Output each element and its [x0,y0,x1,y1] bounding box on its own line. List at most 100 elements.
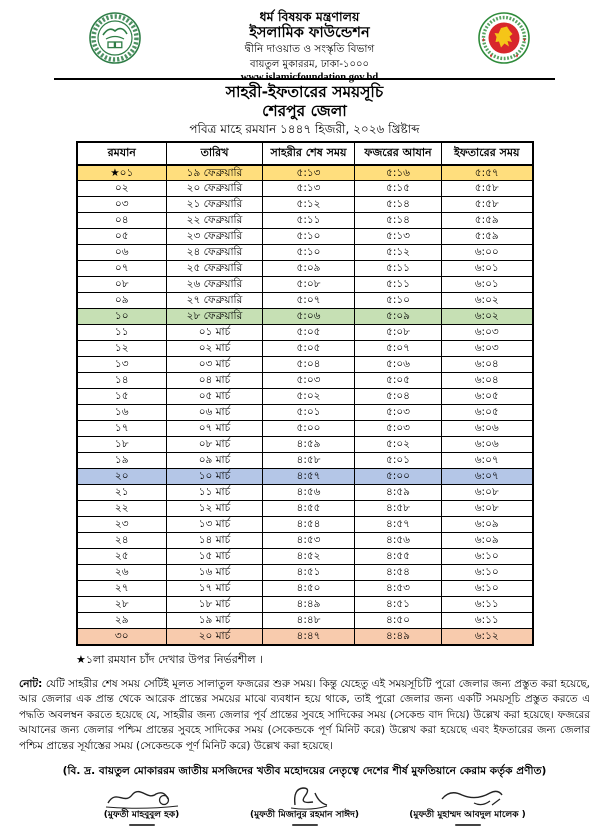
date-cell: ০৩ মার্চ [166,356,263,374]
note-paragraph: নোট: যেটি সাহরীর শেষ সময় সেটিই মূলত সাল… [19,677,590,755]
date-cell: ১২ মার্চ [166,500,263,518]
date-cell: ২৩ ফেব্রুয়ারি [166,228,263,246]
date-cell: ২২ ফেব্রুয়ারি [166,212,263,230]
ramadan-day-cell: ১৪ [76,372,167,390]
ramadan-day-cell: ২৫ [76,548,167,566]
iftar-time-cell: ৬:০৮ [441,484,533,502]
fajr-azan-time-cell: ৪:৪৯ [354,628,442,646]
ramadan-day-cell: ০৩ [76,196,167,214]
iftar-time-cell: ৫:৫৯ [441,212,533,230]
table-row: ২৫ ১৫ মার্চ ৪:৫২ ৪:৫৫ ৬:১০ [76,548,533,566]
table-row: ২০ ১০ মার্চ ৪:৫৭ ৫:০০ ৬:০৭ [76,468,533,486]
sehri-end-time-cell: ৫:০৫ [262,324,355,342]
ramadan-day-cell: ২১ [76,484,167,502]
col-header-iftar-time: ইফতারের সময় [441,141,533,166]
date-cell: ১১ মার্চ [166,484,263,502]
fajr-azan-time-cell: ৪:৫৮ [354,500,442,518]
date-cell: ০৭ মার্চ [166,420,263,438]
col-header-date: তারিখ [166,141,263,166]
fajr-azan-time-cell: ৫:০৯ [354,308,442,326]
date-cell: ১৮ মার্চ [166,596,263,614]
signature-smudge [454,823,481,826]
iftar-time-cell: ৬:০৫ [441,388,533,406]
sehri-end-time-cell: ৫:১১ [262,212,355,230]
ramadan-day-cell: ৩০ [76,628,167,646]
iftar-time-cell: ৬:০২ [441,308,533,326]
iftar-time-cell: ৬:০৫ [441,404,533,422]
sehri-end-time-cell: ৫:১০ [262,244,355,262]
table-row: ০৯ ২৭ ফেব্রুয়ারি ৫:০৭ ৫:১০ ৬:০২ [76,292,533,310]
sehri-end-time-cell: ৪:৫৯ [262,436,355,454]
table-row: ১৪ ০৪ মার্চ ৫:০৩ ৫:০৫ ৬:০৪ [76,372,533,390]
ramadan-day-cell: ২৮ [76,596,167,614]
table-row: ০৮ ২৬ ফেব্রুয়ারি ৫:০৮ ৫:১১ ৬:০১ [76,276,533,294]
sehri-end-time-cell: ৫:০৬ [262,308,355,326]
date-cell: ১৩ মার্চ [166,516,263,534]
date-cell: ০২ মার্চ [166,340,263,358]
fajr-azan-time-cell: ৪:৫১ [354,596,442,614]
ramadan-day-cell: ১৫ [76,388,167,406]
table-row: ২২ ১২ মার্চ ৪:৫৫ ৪:৫৮ ৬:০৮ [76,500,533,518]
ramadan-day-cell: ১১ [76,324,167,342]
table-row: ১১ ০১ মার্চ ৫:০৫ ৫:০৮ ৬:০৩ [76,324,533,342]
fajr-azan-time-cell: ৪:৫৯ [354,484,442,502]
date-cell: ১৫ মার্চ [166,548,263,566]
letterhead: ধর্ম বিষয়ক মন্ত্রণালয় ইসলামিক ফাউন্ডেশ… [0,6,609,83]
ramadan-day-cell: ২৬ [76,564,167,582]
table-row: ০২ ২০ ফেব্রুয়ারি ৫:১৩ ৫:১৫ ৫:৫৮ [76,180,533,198]
date-cell: ২০ মার্চ [166,628,263,646]
table-row: ৩০ ২০ মার্চ ৪:৪৭ ৪:৪৯ ৬:১২ [76,628,533,646]
iftar-time-cell: ৬:১০ [441,564,533,582]
date-cell: ২১ ফেব্রুয়ারি [166,196,263,214]
iftar-time-cell: ৬:০৪ [441,356,533,374]
ramadan-day-cell: ২২ [76,500,167,518]
sehri-end-time-cell: ৫:১৩ [262,164,355,182]
ramadan-day-cell: ১০ [76,308,167,326]
iftar-time-cell: ৬:০৩ [441,340,533,358]
iftar-time-cell: ৬:০৪ [441,372,533,390]
website-url: www.islamicfoundation.gov.bd [240,71,379,83]
sehri-end-time-cell: ৪:৫৭ [262,468,355,486]
date-cell: ২৫ ফেব্রুয়ারি [166,260,263,278]
district-title: শেরপুর জেলা [262,101,347,120]
islamic-foundation-logo [89,12,141,64]
sehri-end-time-cell: ৫:০৭ [262,292,355,310]
sehri-end-time-cell: ৫:০৪ [262,356,355,374]
signature-smudge [291,823,318,826]
fajr-azan-time-cell: ৪:৫০ [354,612,442,630]
ramadan-day-cell: ১৭ [76,420,167,438]
ramadan-day-cell: ২৭ [76,580,167,598]
date-cell: ২৪ ফেব্রুয়ারি [166,244,263,262]
date-cell: ০৪ মার্চ [166,372,263,390]
table-row: ১৮ ০৮ মার্চ ৪:৫৯ ৫:০২ ৬:০৬ [76,436,533,454]
moon-sighting-footnote: ★১লা রমযান চাঁদ দেখার উপর নির্ভরশীল । [76,652,264,666]
note-body: যেটি সাহরীর শেষ সময় সেটিই মূলত সালাতুল … [19,677,590,752]
iftar-time-cell: ৬:১০ [441,548,533,566]
iftar-time-cell: ৬:০৬ [441,420,533,438]
ramadan-day-cell: ১২ [76,340,167,358]
iftar-time-cell: ৬:০৭ [441,468,533,486]
iftar-time-cell: ৬:০১ [441,276,533,294]
sehri-end-time-cell: ৫:০০ [262,420,355,438]
sehri-end-time-cell: ৪:৫৩ [262,532,355,550]
fajr-azan-time-cell: ৫:১৪ [354,196,442,214]
table-row: ২৩ ১৩ মার্চ ৪:৫৪ ৪:৫৭ ৬:০৯ [76,516,533,534]
fajr-azan-time-cell: ৫:১৪ [354,212,442,230]
table-row: ১৯ ০৯ মার্চ ৪:৫৮ ৫:০১ ৬:০৭ [76,452,533,470]
fajr-azan-time-cell: ৫:০৭ [354,340,442,358]
col-header-ramadan: রমযান [76,141,167,166]
table-row: ২৬ ১৬ মার্চ ৪:৫১ ৪:৫৪ ৬:১০ [76,564,533,582]
fajr-azan-time-cell: ৫:১৬ [354,164,442,182]
table-row: ২৯ ১৯ মার্চ ৪:৪৮ ৪:৫০ ৬:১১ [76,612,533,630]
signature-block: (মুফতী মাহবুবুল হক) [60,785,223,826]
sehri-end-time-cell: ৫:১৩ [262,180,355,198]
table-row: ১৬ ০৬ মার্চ ৫:০১ ৫:০৩ ৬:০৫ [76,404,533,422]
note-label: নোট: [19,677,43,690]
ramadan-day-cell: ১৮ [76,436,167,454]
iftar-time-cell: ৬:০৬ [441,436,533,454]
sehri-end-time-cell: ৪:৫১ [262,564,355,582]
date-cell: ১৪ মার্চ [166,532,263,550]
sehri-end-time-cell: ৪:৪৯ [262,596,355,614]
ramadan-day-cell: ০৯ [76,292,167,310]
date-cell: ২৮ ফেব্রুয়ারি [166,308,263,326]
